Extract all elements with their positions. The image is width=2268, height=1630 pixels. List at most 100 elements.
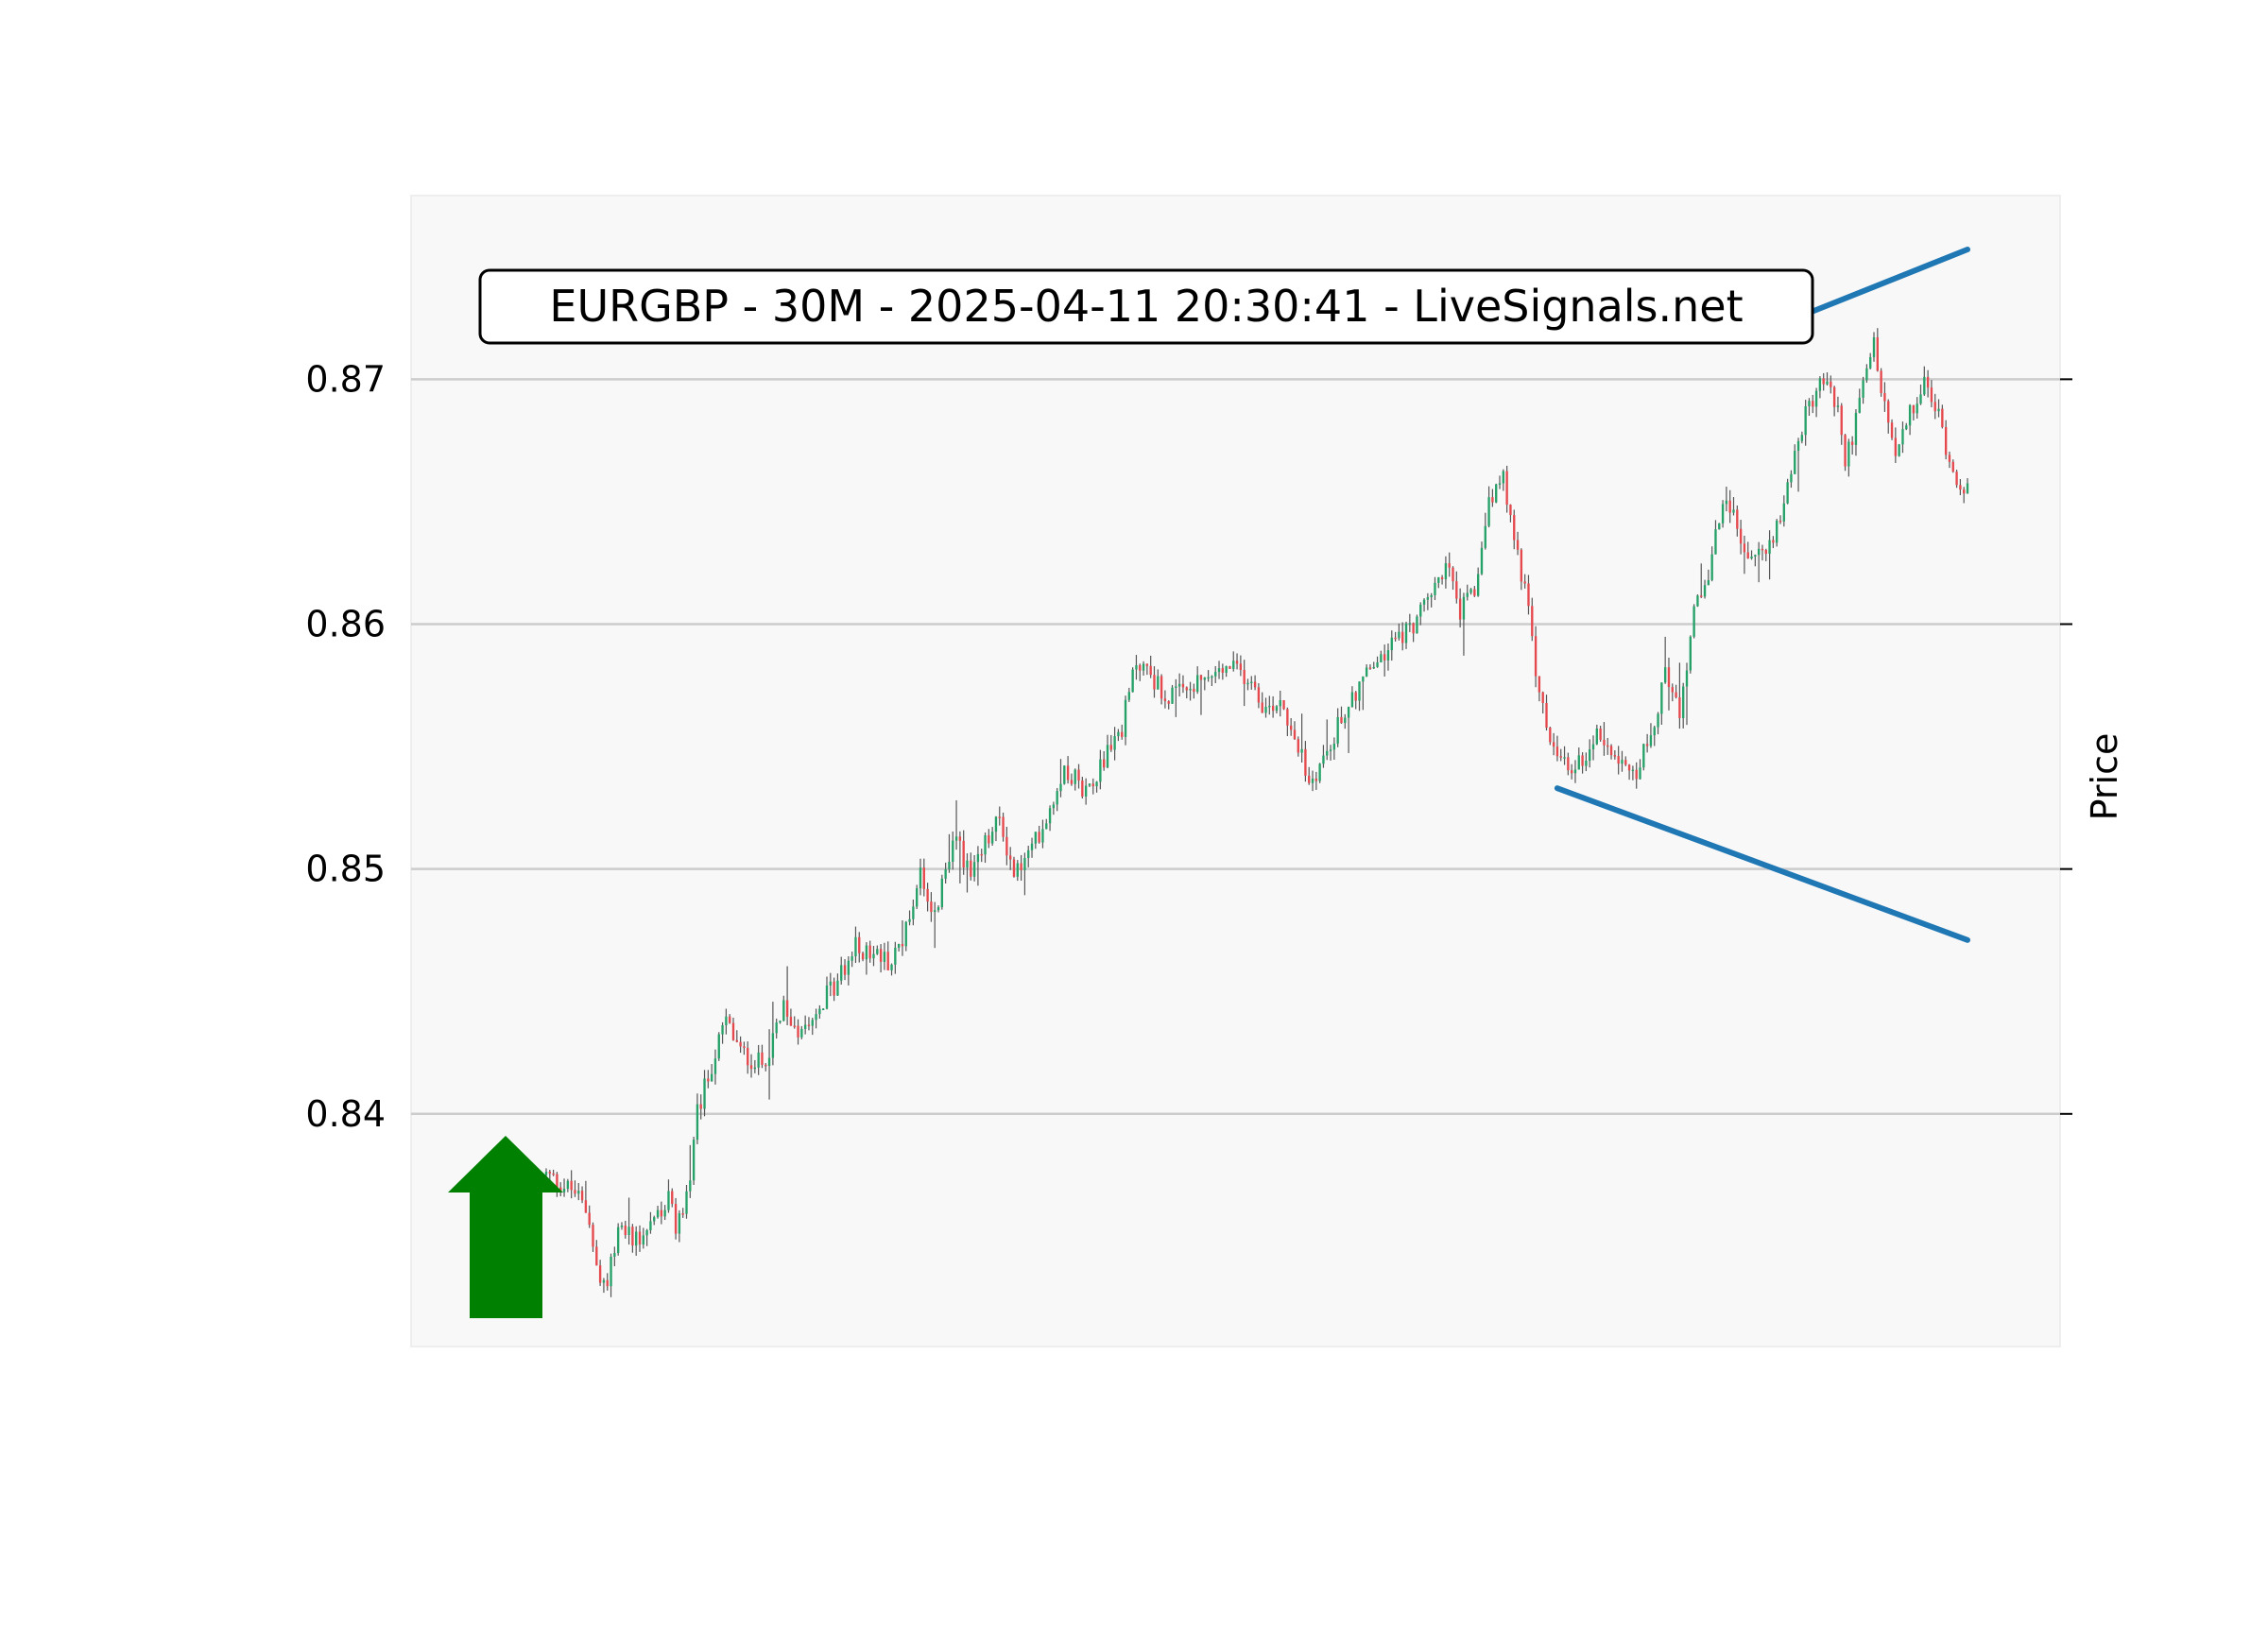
candle-body-up xyxy=(1322,755,1325,764)
candle xyxy=(1689,635,1692,674)
candle-body-down xyxy=(1401,631,1404,643)
candle xyxy=(1966,478,1969,494)
candle xyxy=(610,1253,612,1297)
candle xyxy=(1768,530,1771,580)
candle-body-up xyxy=(1826,381,1829,385)
candle-body-up xyxy=(1663,667,1667,683)
candle-body-up xyxy=(829,981,832,986)
candle-body-down xyxy=(1394,637,1397,640)
candle-body-down xyxy=(729,1016,731,1023)
candle-body-down xyxy=(739,1041,742,1047)
candle-body-up xyxy=(1380,654,1383,663)
candle xyxy=(1056,787,1058,812)
candle xyxy=(710,1064,713,1082)
candle xyxy=(747,1041,749,1074)
candle-body-down xyxy=(998,816,1001,818)
candle-body-up xyxy=(613,1252,616,1257)
candle-body-up xyxy=(1347,707,1350,718)
candle xyxy=(1844,434,1847,472)
candle xyxy=(1822,372,1825,391)
candle xyxy=(1124,695,1127,746)
candle-body-down xyxy=(1581,755,1584,766)
candle-body-down xyxy=(1412,623,1415,634)
candle xyxy=(577,1182,580,1201)
candle-body-up xyxy=(1329,749,1332,751)
candle-body-up xyxy=(966,860,969,868)
candle-body-up xyxy=(1300,748,1303,753)
candle xyxy=(843,959,847,981)
candle xyxy=(1898,443,1900,457)
candle-body-down xyxy=(1091,783,1094,787)
candle-body-up xyxy=(1776,520,1778,543)
candle-body-down xyxy=(1941,408,1944,427)
candle-body-up xyxy=(954,836,958,841)
candle xyxy=(1513,509,1516,550)
candle-body-up xyxy=(1232,661,1235,669)
candle-body-up xyxy=(994,816,998,832)
candle xyxy=(649,1211,652,1234)
candle xyxy=(656,1206,660,1219)
candle-body-down xyxy=(1728,500,1731,513)
candle-body-down xyxy=(749,1065,753,1070)
candle xyxy=(1570,764,1573,780)
candle-body-down xyxy=(1850,441,1854,445)
candle-body-up xyxy=(1732,509,1735,513)
candle xyxy=(1653,725,1656,746)
candle-body-up xyxy=(1203,678,1206,680)
candle xyxy=(707,1070,710,1089)
candle xyxy=(1645,733,1649,753)
candle xyxy=(1416,614,1418,634)
candle-body-up xyxy=(1487,497,1490,526)
candle xyxy=(970,852,972,881)
candle xyxy=(1394,631,1397,642)
candle-body-down xyxy=(1675,692,1677,697)
candle-body-up xyxy=(836,980,839,996)
candle-body-up xyxy=(897,943,901,948)
upper-trendline xyxy=(1798,247,1970,318)
candle xyxy=(1106,734,1109,769)
candle xyxy=(779,1020,782,1024)
candle xyxy=(1685,662,1689,726)
candle xyxy=(1624,756,1627,766)
candle xyxy=(1933,393,1936,420)
candle xyxy=(1573,760,1577,783)
candle-body-up xyxy=(710,1073,713,1082)
candle xyxy=(948,833,951,873)
candle xyxy=(1380,650,1383,663)
candle xyxy=(1951,459,1954,473)
candle xyxy=(1408,613,1412,632)
candle-body-up xyxy=(825,985,829,1009)
candle xyxy=(1649,723,1653,748)
candle xyxy=(1372,661,1375,670)
candle xyxy=(663,1205,666,1221)
candle xyxy=(1344,713,1347,729)
candle-body-down xyxy=(1545,703,1548,729)
candle xyxy=(1127,687,1131,702)
candle xyxy=(739,1036,742,1054)
candle xyxy=(642,1227,644,1249)
candle-body-down xyxy=(1491,497,1494,503)
candle xyxy=(1088,783,1091,787)
candle-body-up xyxy=(1030,843,1034,850)
candle xyxy=(1707,569,1710,586)
candle xyxy=(1923,366,1926,396)
candle-body-down xyxy=(1008,855,1012,860)
candle xyxy=(1865,364,1868,384)
candle-body-up xyxy=(854,936,857,957)
candle xyxy=(1091,778,1094,795)
candle xyxy=(1239,655,1243,677)
candle-body-down xyxy=(1448,563,1451,568)
candle xyxy=(1609,744,1613,760)
candle-body-down xyxy=(1613,755,1617,757)
candle xyxy=(1880,368,1882,397)
candle xyxy=(1682,682,1685,729)
candle-body-up xyxy=(840,965,843,981)
candle-body-up xyxy=(1585,761,1588,766)
candle xyxy=(566,1178,570,1192)
candle xyxy=(782,995,785,1021)
candle-body-up xyxy=(1142,663,1145,671)
candle xyxy=(1621,750,1624,772)
candle xyxy=(998,806,1001,826)
candle-body-down xyxy=(707,1078,710,1082)
candle xyxy=(1358,681,1361,712)
